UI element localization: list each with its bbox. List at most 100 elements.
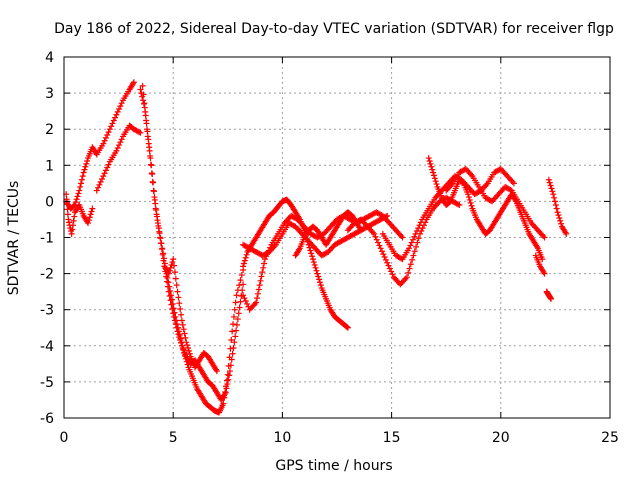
series-track-3: [93, 122, 144, 194]
data-point-interp: [454, 201, 461, 208]
data-point-interp: [265, 247, 272, 254]
data-point-interp: [71, 202, 78, 209]
x-tick-label: 0: [60, 430, 69, 446]
data-point-interp: [158, 246, 165, 253]
data-point-interp: [177, 305, 184, 312]
data-point: [563, 230, 570, 237]
data-point-interp: [467, 199, 474, 206]
data-point-interp: [178, 339, 185, 346]
data-point-interp: [244, 300, 251, 307]
data-point-interp: [240, 260, 247, 267]
data-point: [344, 324, 351, 331]
data-point-interp: [71, 213, 78, 220]
data-point: [139, 82, 146, 89]
data-point-interp: [415, 225, 422, 232]
y-tick-label: -1: [40, 231, 54, 247]
data-point-interp: [155, 222, 162, 229]
data-point-interp: [81, 166, 88, 173]
data-point-interp: [376, 242, 383, 249]
data-point-interp: [104, 131, 111, 138]
data-point-interp: [243, 251, 250, 258]
data-point-interp: [546, 179, 553, 186]
y-tick-label: 0: [45, 194, 54, 210]
data-point-interp: [547, 182, 554, 189]
data-point: [174, 288, 181, 295]
data-point-interp: [166, 267, 173, 274]
data-point-interp: [226, 372, 233, 379]
data-point-interp: [69, 222, 76, 229]
data-point-interp: [385, 262, 392, 269]
data-point-interp: [551, 198, 558, 205]
data-point-interp: [312, 264, 319, 271]
data-point-interp: [386, 265, 393, 272]
data-point: [233, 292, 240, 299]
data-point-interp: [429, 166, 436, 173]
data-point-interp: [64, 201, 71, 208]
data-point: [93, 187, 100, 194]
data-point-interp: [267, 244, 274, 251]
data-point: [235, 310, 242, 317]
data-point-interp: [415, 235, 422, 242]
series-track-15: [532, 252, 548, 277]
data-point-interp: [75, 190, 82, 197]
data-point-interp: [413, 243, 420, 250]
data-point-interp: [316, 279, 323, 286]
data-point-interp: [95, 184, 102, 191]
data-point-interp: [239, 287, 246, 294]
data-point: [100, 140, 107, 147]
data-point-interp: [185, 344, 192, 351]
data-point-interp: [426, 157, 433, 164]
data-point-interp: [417, 219, 424, 226]
y-tick-label: 3: [45, 86, 54, 102]
data-point: [137, 86, 144, 93]
data-point-interp: [86, 214, 93, 221]
data-point-interp: [171, 262, 178, 269]
data-point-interp: [99, 176, 106, 183]
data-point-interp: [140, 91, 147, 98]
data-point-interp: [373, 236, 380, 243]
data-point-interp: [317, 282, 324, 289]
data-point-interp: [356, 217, 363, 224]
data-point-interp: [102, 134, 109, 141]
data-points: [63, 79, 570, 416]
data-point-interp: [102, 167, 109, 174]
data-point-interp: [241, 257, 248, 264]
y-tick-label: -4: [40, 339, 54, 355]
data-point-interp: [408, 239, 415, 246]
data-point-interp: [151, 196, 158, 203]
data-point: [178, 317, 185, 324]
data-point-interp: [549, 188, 556, 195]
data-point-interp: [380, 251, 387, 258]
data-point: [257, 277, 264, 284]
data-point-interp: [261, 260, 268, 267]
data-point-interp: [145, 140, 152, 147]
data-point-interp: [548, 185, 555, 192]
data-point: [412, 230, 419, 237]
data-point: [113, 111, 120, 118]
data-point: [137, 129, 144, 136]
data-point-interp: [465, 194, 472, 201]
data-point-interp: [307, 247, 314, 254]
data-point-interp: [229, 350, 236, 357]
data-point-interp: [168, 296, 175, 303]
data-point-interp: [185, 347, 192, 354]
data-point-interp: [176, 300, 183, 307]
data-point-interp: [258, 273, 265, 280]
data-point-interp: [388, 268, 395, 275]
data-point: [170, 256, 177, 263]
data-point: [89, 205, 96, 212]
data-point-interp: [178, 311, 185, 318]
data-point-interp: [64, 206, 71, 213]
data-point: [229, 328, 236, 335]
data-point-interp: [171, 313, 178, 320]
data-point-interp: [432, 178, 439, 185]
series-track-11: [344, 194, 463, 288]
data-point-interp: [177, 337, 184, 344]
data-point-interp: [237, 277, 244, 284]
data-point: [554, 209, 561, 216]
data-point-interp: [186, 350, 193, 357]
data-point: [157, 234, 164, 241]
data-point: [226, 368, 233, 375]
data-point-interp: [140, 97, 147, 104]
